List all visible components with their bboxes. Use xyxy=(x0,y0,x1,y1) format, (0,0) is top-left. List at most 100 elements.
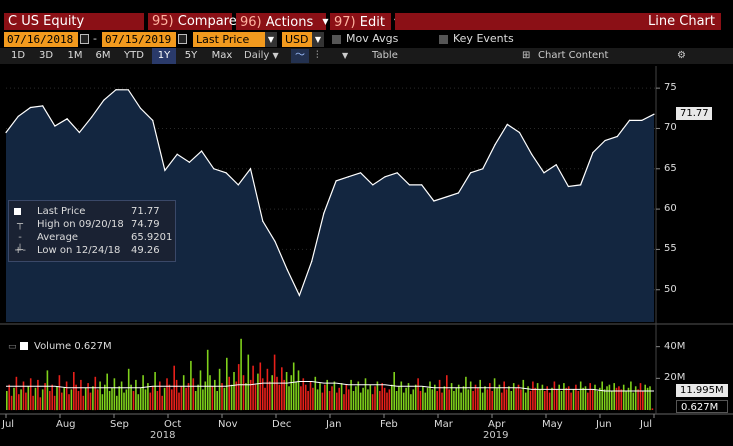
volume-bar xyxy=(512,383,515,410)
volume-bar xyxy=(508,386,510,411)
volume-bar xyxy=(245,383,247,410)
volume-bar xyxy=(175,379,178,410)
y-tick-label: 60 xyxy=(664,203,677,215)
volume-bar xyxy=(357,381,360,410)
key-events-checkbox[interactable] xyxy=(439,35,448,44)
timeframe-max[interactable]: Max xyxy=(211,50,233,61)
legend-last-price-label: Last Price xyxy=(37,206,86,217)
volume-bar xyxy=(412,389,415,410)
line-chart-icon[interactable]: 〜 xyxy=(291,49,309,63)
field-select[interactable]: Last Price xyxy=(193,32,265,47)
price-legend[interactable]: Last Price 71.77 ┬ High on 09/20/18 74.7… xyxy=(8,200,176,262)
volume-bar xyxy=(434,384,436,410)
timeframe-1d[interactable]: 1D xyxy=(10,50,26,61)
volume-bar xyxy=(27,386,30,411)
volume-bar xyxy=(49,391,51,410)
timeframe-ytd[interactable]: YTD xyxy=(124,50,144,61)
volume-bar xyxy=(632,392,635,410)
volume-bar xyxy=(190,360,192,410)
volume-bar xyxy=(106,373,108,410)
volume-bar xyxy=(25,392,27,410)
volume-bar xyxy=(481,392,484,410)
calendar-icon[interactable] xyxy=(80,34,89,44)
price-point xyxy=(152,119,154,121)
start-date-field[interactable]: 07/16/2018 xyxy=(4,32,78,47)
volume-bar xyxy=(587,392,589,410)
volume-bar xyxy=(147,383,149,410)
volume-bar xyxy=(161,395,163,411)
volume-bar xyxy=(613,383,615,410)
volume-bar xyxy=(331,386,333,411)
x-tick-label: Jul xyxy=(640,419,653,430)
volume-bar xyxy=(20,389,22,410)
volume-bar xyxy=(426,387,429,410)
volume-bar xyxy=(493,378,496,410)
table-button[interactable]: Table xyxy=(372,50,398,61)
volume-bar xyxy=(171,389,173,410)
volume-bar xyxy=(575,384,577,410)
volume-bar xyxy=(398,386,400,411)
ticker-field[interactable]: C US Equity xyxy=(4,13,144,30)
volume-bar xyxy=(503,381,505,410)
volume-bar xyxy=(532,381,534,410)
chevron-down-icon[interactable]: ▼ xyxy=(312,32,324,47)
price-point xyxy=(42,105,44,107)
volume-bar xyxy=(182,375,185,410)
volume-y-tick-label: 40M xyxy=(664,340,686,352)
volume-bar xyxy=(214,379,216,410)
volume-bar xyxy=(489,383,491,410)
volume-bar xyxy=(249,379,252,410)
timeframe-1y[interactable]: 1Y xyxy=(152,48,176,64)
actions-menu[interactable]: 96) Actions ▼ xyxy=(236,13,329,30)
volume-bar xyxy=(620,389,623,410)
volume-bar xyxy=(630,381,632,410)
volume-bar xyxy=(247,354,250,410)
volume-bar xyxy=(63,387,65,410)
mov-avgs-checkbox[interactable] xyxy=(332,35,341,44)
volume-bar xyxy=(10,395,13,411)
price-point xyxy=(641,119,643,121)
volume-bar xyxy=(359,392,362,410)
legend-average: -+- Average 65.9201 xyxy=(9,231,175,256)
volume-bar xyxy=(61,392,63,410)
key-events-label: Key Events xyxy=(453,32,514,45)
volume-bar xyxy=(192,378,195,410)
pin-icon: ▭ xyxy=(8,342,17,352)
volume-bar xyxy=(166,378,168,410)
compare-menu[interactable]: 95) Compare xyxy=(148,13,237,30)
volume-bar xyxy=(584,386,587,411)
volume-legend[interactable]: ▭ Volume 0.627M xyxy=(8,340,112,353)
end-date-field[interactable]: 07/15/2019 xyxy=(102,32,176,47)
volume-bar xyxy=(462,386,465,411)
volume-bar xyxy=(319,383,321,410)
volume-bar xyxy=(316,389,319,410)
price-point xyxy=(225,172,227,174)
volume-bar xyxy=(58,375,61,410)
volume-bar xyxy=(209,375,211,410)
frequency-select[interactable]: Daily ▼ xyxy=(244,48,284,64)
volume-bar xyxy=(269,381,271,410)
volume-bar xyxy=(206,349,209,410)
volume-bar xyxy=(154,372,156,410)
edit-menu[interactable]: 97) Edit ▼ xyxy=(330,13,400,30)
timeframe-6m[interactable]: 6M xyxy=(95,50,111,61)
bar-style-icon[interactable]: ⫶ xyxy=(316,50,319,61)
timeframe-1m[interactable]: 1M xyxy=(67,50,83,61)
volume-bar xyxy=(527,386,529,411)
price-point xyxy=(628,119,631,121)
gear-icon[interactable]: ⚙ xyxy=(677,50,686,61)
price-point xyxy=(78,131,80,134)
chevron-down-icon[interactable]: ▼ xyxy=(342,51,349,60)
price-point xyxy=(90,116,93,118)
volume-bar xyxy=(44,383,46,410)
timeframe-5y[interactable]: 5Y xyxy=(184,50,198,61)
x-tick-label: May xyxy=(542,419,563,430)
volume-bar xyxy=(29,378,32,410)
price-point xyxy=(616,135,618,138)
calendar-icon[interactable] xyxy=(178,34,187,44)
chevron-down-icon[interactable]: ▼ xyxy=(265,32,277,47)
timeframe-3d[interactable]: 3D xyxy=(38,50,54,61)
chart-toolbar: 1D 3D 1M 6M YTD 1Y 5Y Max Daily ▼ 〜 ⫶ ▼ … xyxy=(0,48,733,64)
chart-content-button[interactable]: Chart Content xyxy=(538,50,609,61)
currency-select[interactable]: USD xyxy=(282,32,312,47)
